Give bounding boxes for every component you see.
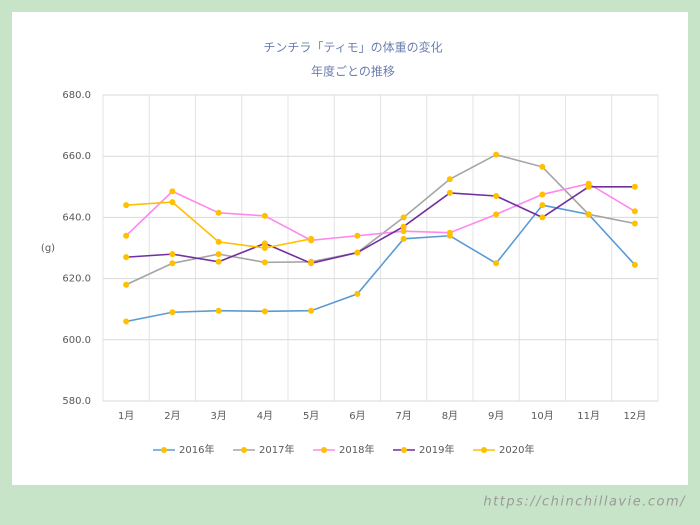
y-axis-label: (g): [41, 243, 55, 254]
legend-label: 2016年: [179, 443, 214, 456]
data-point: [585, 183, 592, 190]
x-tick-label: 8月: [442, 410, 458, 422]
series-line: [126, 186, 635, 265]
data-point: [354, 232, 361, 239]
data-point: [354, 290, 361, 297]
data-point: [400, 214, 407, 221]
legend-marker: [321, 447, 327, 453]
data-point: [446, 229, 453, 236]
data-point: [400, 235, 407, 242]
chart-subtitle: 年度ごとの推移: [311, 64, 395, 79]
x-tick-label: 4月: [257, 410, 273, 422]
data-point: [308, 235, 315, 242]
series-line: [125, 204, 636, 323]
data-point: [215, 209, 222, 216]
data-point: [169, 199, 176, 206]
data-point: [631, 261, 638, 268]
data-point: [631, 220, 638, 227]
y-tick-label: 620.0: [62, 274, 91, 285]
data-point: [539, 191, 546, 198]
x-tick-label: 7月: [395, 410, 411, 422]
data-point: [215, 251, 222, 258]
data-point: [123, 318, 130, 325]
legend-marker: [241, 447, 247, 453]
data-point: [493, 192, 500, 199]
y-tick-label: 660.0: [62, 151, 91, 162]
data-point: [585, 211, 592, 218]
x-tick-label: 2月: [164, 410, 180, 422]
y-tick-label: 680.0: [62, 90, 91, 101]
data-point: [539, 163, 546, 170]
watermark: https://chinchillavie.com/: [483, 495, 686, 510]
data-point: [169, 188, 176, 195]
data-point: [123, 281, 130, 288]
x-tick-label: 9月: [488, 410, 504, 422]
data-point: [493, 260, 500, 267]
legend-marker: [481, 447, 487, 453]
x-tick-label: 1月: [118, 410, 134, 422]
y-tick-label: 640.0: [62, 212, 91, 223]
data-point: [539, 202, 546, 209]
data-point: [493, 151, 500, 158]
series-line: [125, 182, 636, 242]
legend-label: 2018年: [339, 443, 374, 456]
data-point: [261, 259, 268, 266]
x-tick-label: 3月: [210, 410, 226, 422]
x-tick-label: 10月: [531, 410, 554, 422]
data-point: [261, 308, 268, 315]
legend-label: 2019年: [419, 443, 454, 456]
data-point: [308, 307, 315, 314]
data-point: [539, 214, 546, 221]
data-point: [169, 309, 176, 316]
data-point: [261, 212, 268, 219]
data-point: [631, 183, 638, 190]
data-point: [123, 232, 130, 239]
data-point: [446, 189, 453, 196]
series-line: [125, 153, 636, 286]
x-tick-label: 5月: [303, 410, 319, 422]
data-point: [493, 211, 500, 218]
data-point: [446, 176, 453, 183]
data-point: [261, 245, 268, 251]
chart-title: チンチラ「ティモ」の体重の変化: [263, 40, 442, 55]
data-point: [354, 249, 361, 256]
legend-label: 2017年: [259, 443, 294, 456]
data-point: [123, 202, 130, 209]
legend-label: 2020年: [499, 443, 534, 456]
data-point: [123, 254, 130, 261]
data-point: [308, 260, 315, 267]
chart-panel: [12, 12, 688, 485]
data-point: [215, 258, 222, 265]
data-point: [215, 307, 222, 314]
data-point: [631, 208, 638, 215]
legend-marker: [401, 447, 407, 453]
y-tick-label: 600.0: [62, 335, 91, 346]
data-point: [400, 228, 407, 235]
y-tick-label: 580.0: [62, 396, 91, 407]
data-point: [169, 260, 176, 267]
data-point: [169, 251, 176, 258]
data-point: [215, 238, 222, 245]
x-tick-label: 12月: [624, 410, 647, 422]
x-tick-label: 11月: [577, 410, 600, 422]
data-point: [261, 240, 268, 247]
legend-marker: [161, 447, 167, 453]
data-point: [400, 223, 407, 230]
x-tick-label: 6月: [349, 410, 365, 422]
